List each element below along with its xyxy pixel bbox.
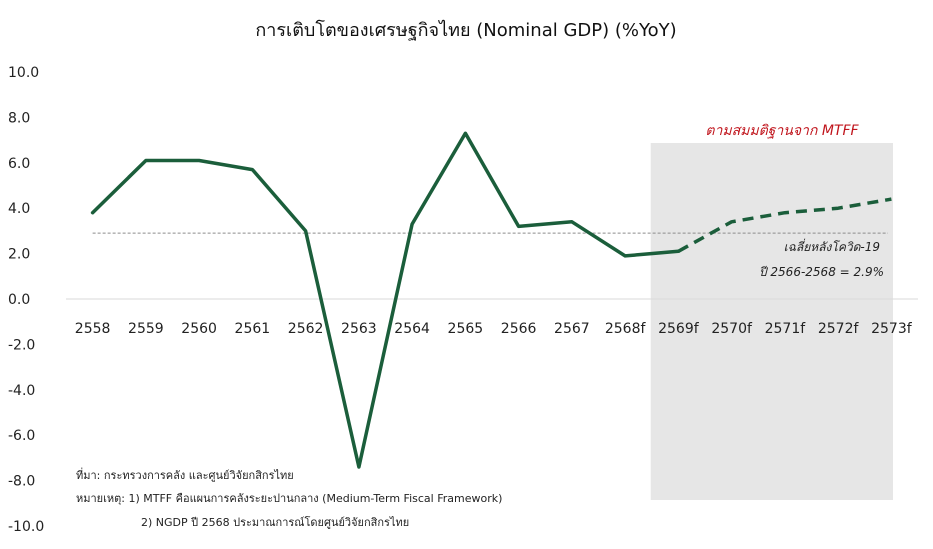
y-axis-ticks: 10.0 8.0 6.0 4.0 2.0 0.0 -2.0 -4.0 -6.0 -8.0 -10.0: [8, 65, 44, 535]
mtff-annotation: ตามสมมติฐานจาก MTFF: [705, 123, 859, 139]
y-tick-label: 10.0: [8, 65, 39, 81]
chart-title: การเติบโตของเศรษฐกิจไทย (Nominal GDP) (%…: [255, 19, 676, 41]
x-tick-label: 2568f: [605, 321, 647, 337]
x-axis-ticks: 2558 2559 2560 2561 2562 2563 2564 2565 2566 2567…: [75, 321, 913, 337]
x-tick-label: 2573f: [871, 321, 913, 337]
y-tick-label: -6.0: [8, 428, 35, 444]
source-note: ที่มา: กระทรวงการคลัง และศูนย์วิจัยกสิกร…: [76, 467, 294, 482]
x-tick-label: 2562: [288, 321, 324, 337]
series-line-actual: [93, 133, 679, 467]
y-tick-label: -10.0: [8, 519, 44, 535]
y-tick-label: 8.0: [8, 110, 30, 126]
y-tick-label: -2.0: [8, 337, 35, 353]
x-tick-label: 2563: [341, 321, 377, 337]
y-tick-label: -8.0: [8, 474, 35, 490]
x-tick-label: 2567: [554, 321, 590, 337]
x-tick-label: 2560: [181, 321, 217, 337]
x-tick-label: 2570f: [711, 321, 753, 337]
y-tick-label: 0.0: [8, 292, 30, 308]
x-tick-label: 2572f: [818, 321, 860, 337]
y-tick-label: 6.0: [8, 156, 30, 172]
x-tick-label: 2569f: [658, 321, 700, 337]
x-tick-label: 2559: [128, 321, 164, 337]
y-tick-label: -4.0: [8, 383, 35, 399]
remark-note-2: 2) NGDP ปี 2568 ประมาณการณ์โดยศูนย์วิจัย…: [141, 515, 409, 529]
average-annotation-line2: ปี 2566-2568 = 2.9%: [759, 265, 884, 279]
average-annotation-line1: เฉลี่ยหลังโควิด-19: [784, 238, 880, 254]
x-tick-label: 2566: [501, 321, 537, 337]
y-tick-label: 2.0: [8, 247, 30, 263]
remark-note-1: หมายเหตุ: 1) MTFF คือแผนการคลังระยะปานกล…: [76, 492, 502, 505]
x-tick-label: 2565: [448, 321, 484, 337]
x-tick-label: 2558: [75, 321, 111, 337]
x-tick-label: 2561: [235, 321, 271, 337]
x-tick-label: 2564: [394, 321, 430, 337]
x-tick-label: 2571f: [765, 321, 807, 337]
y-tick-label: 4.0: [8, 201, 30, 217]
